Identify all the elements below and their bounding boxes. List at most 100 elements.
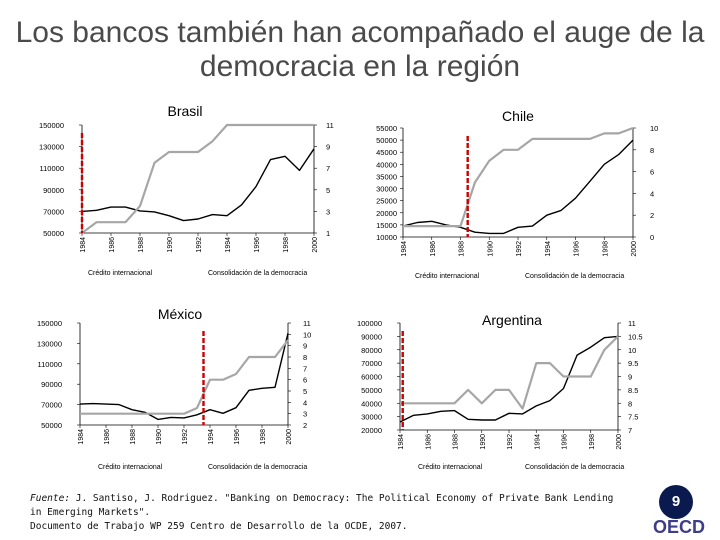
mexico-x-tick-label: 1996 xyxy=(234,429,241,445)
argentina-x-tick-label: 1984 xyxy=(398,434,405,450)
chile-chart: Chile 55000 50000 45000 40000 35000 30000 25000… xyxy=(376,108,658,280)
argentina-right-tick-label: 11 xyxy=(628,319,636,328)
slide-title: Los bancos también han acompañado el aug… xyxy=(15,16,705,83)
argentina-left-tick-label: 90000 xyxy=(361,332,382,341)
argentina-left-tick-label: 100000 xyxy=(357,319,382,328)
mexico-right-tick-label: 9 xyxy=(303,342,307,351)
argentina-x-tick-label: 1988 xyxy=(453,434,460,450)
argentina-x-tick-label: 1996 xyxy=(562,434,569,450)
chile-right-tick-label: 4 xyxy=(650,189,654,198)
chile-left-tick-label: 15000 xyxy=(376,221,397,230)
mexico-legend-credit: Crédito internacional xyxy=(98,464,163,471)
argentina-left-tick-label: 20000 xyxy=(361,426,382,435)
argentina-x-tick-label: 2000 xyxy=(616,434,623,450)
brasil-x-tick-label: 1994 xyxy=(225,237,232,253)
brasil-left-tick-label: 110000 xyxy=(40,164,64,173)
chile-right-tick-label: 10 xyxy=(650,124,658,133)
mexico-right-tick-label: 7 xyxy=(303,364,307,373)
chile-title: Chile xyxy=(502,108,534,124)
argentina-x-tick-label: 1990 xyxy=(480,434,487,450)
mexico-right-tick-label: 10 xyxy=(303,330,311,339)
brasil-left-tick-label: 150000 xyxy=(39,121,64,130)
mexico-left-tick-label: 150000 xyxy=(37,319,62,328)
source-label: Fuente: xyxy=(30,493,71,504)
mexico-left-tick-label: 90000 xyxy=(41,380,62,389)
chile-right-tick-label: 6 xyxy=(650,168,654,177)
argentina-right-tick-label: 9.5 xyxy=(628,359,638,368)
brasil-right-tick-label: 5 xyxy=(326,186,330,195)
argentina-right-tick-label: 7.5 xyxy=(628,413,638,422)
brasil-chart: Brasil 150000 130000 110000 90000 70000 50000 1… xyxy=(39,103,334,277)
brasil-left-tick-label: 70000 xyxy=(43,207,64,216)
brasil-right-tick-label: 3 xyxy=(326,207,330,216)
brasil-credit-line xyxy=(81,148,315,222)
chile-x-tick-label: 1990 xyxy=(487,241,494,257)
chile-x-tick-label: 1996 xyxy=(574,241,581,257)
argentina-left-tick-label: 80000 xyxy=(361,346,382,355)
brasil-x-tick-label: 1992 xyxy=(196,237,203,253)
argentina-right-tick-label: 10.5 xyxy=(628,332,643,341)
page-number-badge: 9 xyxy=(659,485,693,519)
argentina-right-tick-label: 7 xyxy=(628,426,632,435)
mexico-x-tick-label: 1994 xyxy=(208,429,215,445)
argentina-right-tick-label: 9 xyxy=(628,373,632,382)
brasil-x-tick-label: 1984 xyxy=(80,237,87,253)
argentina-legend-democracy: Consolidación de la democracia xyxy=(525,464,624,471)
argentina-x-tick-label: 1998 xyxy=(589,434,596,450)
argentina-left-tick-label: 40000 xyxy=(361,399,382,408)
source-document: Documento de Trabajo WP 259 Centro de De… xyxy=(30,521,408,532)
brasil-x-tick-label: 1990 xyxy=(167,237,174,253)
brasil-x-tick-label: 1988 xyxy=(138,237,145,253)
mexico-x-tick-label: 1986 xyxy=(104,429,111,445)
argentina-left-tick-label: 50000 xyxy=(361,386,382,395)
chile-credit-line xyxy=(402,139,634,235)
argentina-chart: Argentina 100000 90000 80000 70000 60000 50000… xyxy=(357,312,643,471)
chile-left-tick-label: 55000 xyxy=(376,124,397,133)
mexico-left-tick-label: 110000 xyxy=(38,360,62,369)
mexico-left-tick-label: 130000 xyxy=(37,339,62,348)
mexico-right-tick-label: 6 xyxy=(303,376,307,385)
chile-left-tick-label: 40000 xyxy=(376,160,397,169)
brasil-x-tick-label: 2000 xyxy=(312,237,319,253)
brasil-left-tick-label: 50000 xyxy=(43,229,64,238)
mexico-right-tick-label: 3 xyxy=(303,410,307,419)
argentina-right-tick-label: 10 xyxy=(628,346,636,355)
mexico-democracy-line xyxy=(80,339,289,415)
chile-left-tick-label: 30000 xyxy=(376,185,397,194)
argentina-x-tick-label: 1994 xyxy=(534,434,541,450)
brasil-right-tick-label: 9 xyxy=(326,143,330,152)
mexico-credit-line xyxy=(79,333,289,421)
argentina-right-tick-label: 8.5 xyxy=(628,386,638,395)
source-text: J. Santiso, J. Rodriguez. "Banking on De… xyxy=(30,493,614,518)
chile-left-tick-label: 25000 xyxy=(376,197,397,206)
argentina-left-tick-label: 30000 xyxy=(361,413,382,422)
argentina-credit-line xyxy=(399,335,619,423)
mexico-right-tick-label: 11 xyxy=(303,319,311,328)
argentina-left-tick-label: 60000 xyxy=(361,373,382,382)
argentina-democracy-line xyxy=(400,335,619,410)
mexico-right-tick-label: 8 xyxy=(303,353,307,362)
brasil-x-tick-label: 1996 xyxy=(254,237,261,253)
chile-right-tick-label: 0 xyxy=(650,233,654,242)
mexico-left-tick-label: 50000 xyxy=(41,421,62,430)
argentina-legend-credit: Crédito internacional xyxy=(418,464,483,471)
chile-left-tick-label: 20000 xyxy=(376,209,397,218)
brasil-left-tick-label: 130000 xyxy=(39,143,64,152)
brasil-right-tick-label: 1 xyxy=(326,229,330,238)
mexico-chart: México 150000 130000 110000 90000 70000 50000 1… xyxy=(37,306,311,471)
chile-x-tick-label: 1994 xyxy=(545,241,552,257)
mexico-x-tick-label: 1984 xyxy=(78,429,85,445)
brasil-title: Brasil xyxy=(167,103,202,119)
mexico-left-tick-label: 70000 xyxy=(41,401,62,410)
mexico-x-tick-label: 1990 xyxy=(156,429,163,445)
argentina-x-tick-label: 1992 xyxy=(507,434,514,450)
mexico-x-tick-label: 1992 xyxy=(182,429,189,445)
chile-x-tick-label: 1986 xyxy=(430,241,437,257)
chile-left-tick-label: 45000 xyxy=(376,148,397,157)
chile-left-tick-label: 50000 xyxy=(376,136,397,145)
chile-x-tick-label: 2000 xyxy=(631,241,638,257)
argentina-right-tick-label: 8 xyxy=(628,399,632,408)
chile-right-tick-label: 2 xyxy=(650,211,654,220)
chile-x-tick-label: 1992 xyxy=(516,241,523,257)
brasil-x-tick-label: 1986 xyxy=(109,237,116,253)
